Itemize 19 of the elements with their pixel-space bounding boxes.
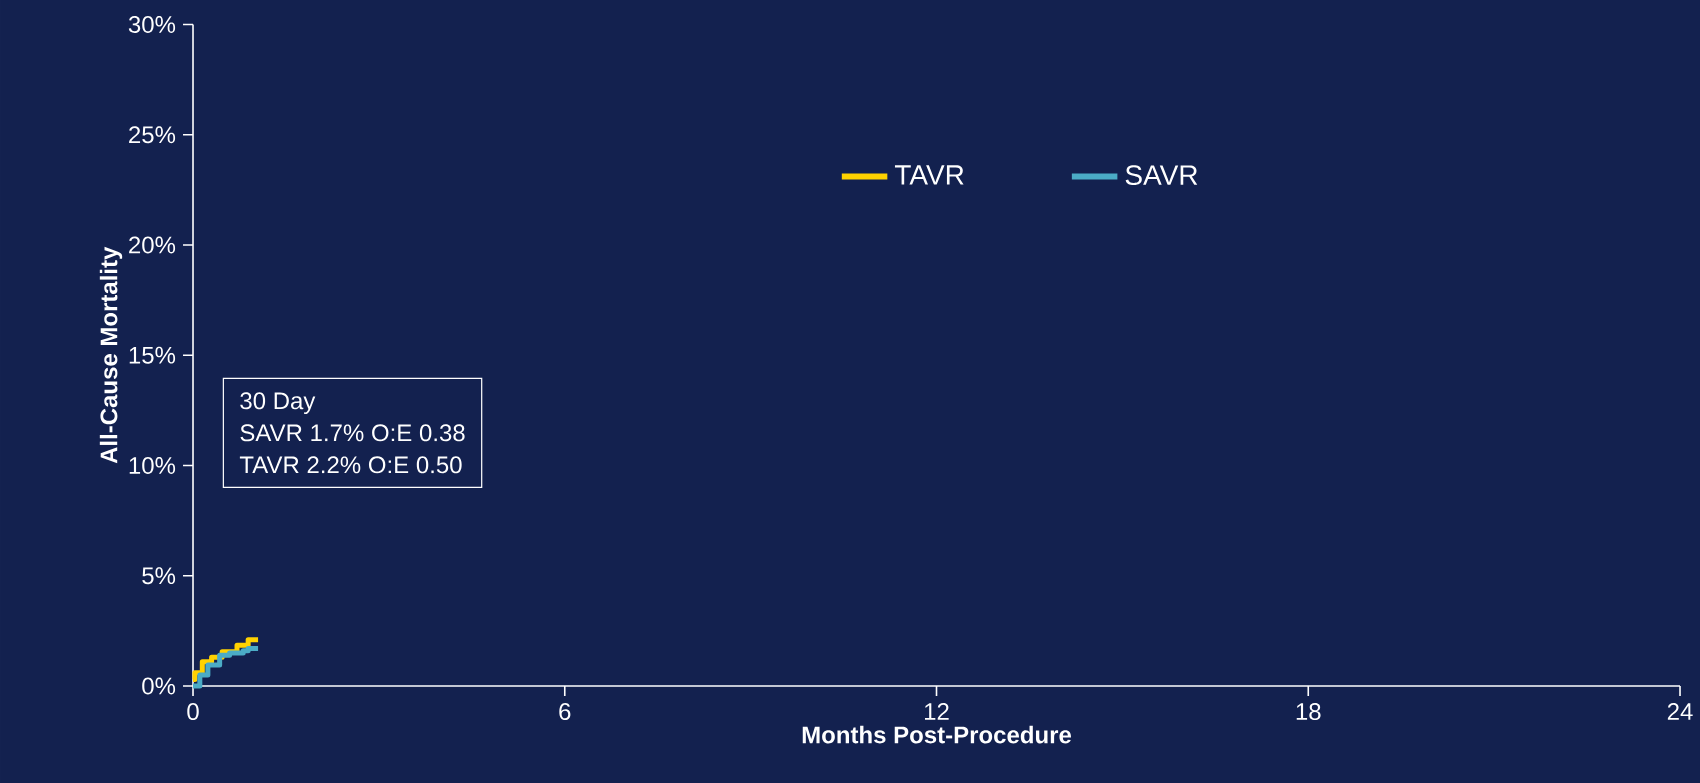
x-tick-label: 12 bbox=[924, 703, 949, 720]
y-tick-label: 15% bbox=[129, 346, 176, 364]
x-tick-label: 18 bbox=[1296, 703, 1321, 721]
y-tick-label: 25% bbox=[129, 126, 176, 144]
legend-label: SAVR bbox=[1125, 165, 1198, 186]
y-tick-label: 0% bbox=[142, 677, 176, 695]
y-tick-label: 20% bbox=[129, 236, 176, 254]
x-axis-title: Months Post-Procedure bbox=[802, 725, 1072, 744]
y-tick-label: 30% bbox=[128, 16, 176, 33]
y-axis-title: All-Cause Mortality bbox=[99, 246, 123, 464]
annotation: TAVR 2.2% O:E 0.50 bbox=[239, 456, 462, 474]
annotation: 30 Day bbox=[240, 392, 316, 415]
y-tick-label: 10% bbox=[129, 457, 176, 474]
x-tick-label: 0 bbox=[187, 703, 199, 721]
legend-label: TAVR bbox=[894, 165, 964, 185]
y-tick-label: 5% bbox=[142, 567, 176, 585]
x-tick-label: 24 bbox=[1667, 703, 1693, 720]
annotation: SAVR 1.7% O:E 0.38 bbox=[240, 424, 465, 442]
x-tick-label: 6 bbox=[559, 703, 571, 721]
